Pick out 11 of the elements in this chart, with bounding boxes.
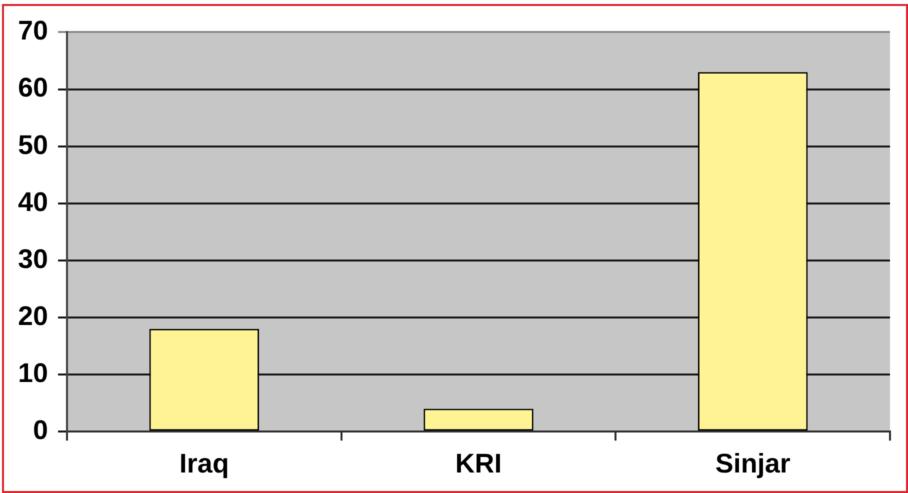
y-tick-label: 60 (18, 72, 48, 103)
y-tick-label: 0 (33, 415, 48, 446)
x-tick-label: Sinjar (715, 448, 791, 478)
x-tick-label: Iraq (179, 448, 229, 478)
y-tick-label: 30 (18, 244, 48, 274)
y-tick-label: 10 (18, 358, 48, 388)
y-tick-label: 50 (18, 130, 48, 160)
y-tick-label: 40 (18, 186, 48, 217)
y-tick-label: 20 (18, 300, 48, 331)
x-tick-label: KRI (455, 448, 502, 478)
y-tick-label: 70 (18, 16, 48, 46)
